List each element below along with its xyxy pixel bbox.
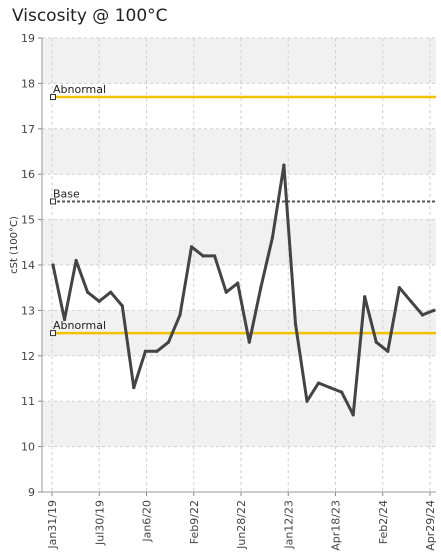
data-point bbox=[420, 313, 425, 317]
x-tick-label: Jan6/20 bbox=[141, 500, 154, 543]
data-point bbox=[201, 254, 205, 258]
data-point bbox=[189, 245, 194, 249]
x-tick-label: Apr18/23 bbox=[330, 500, 343, 551]
plot-band bbox=[42, 128, 436, 175]
data-point bbox=[143, 349, 147, 353]
reference-marker bbox=[50, 94, 56, 101]
data-point bbox=[432, 308, 436, 312]
reference-marker bbox=[50, 198, 56, 205]
reference-marker bbox=[50, 330, 56, 337]
data-point bbox=[386, 349, 390, 353]
data-point bbox=[213, 254, 217, 258]
data-point bbox=[282, 163, 286, 167]
data-point bbox=[351, 413, 355, 417]
data-point bbox=[109, 290, 113, 294]
data-point bbox=[51, 263, 55, 267]
y-tick-label: 11 bbox=[21, 395, 35, 408]
y-tick-label: 12 bbox=[21, 350, 35, 363]
data-point bbox=[293, 322, 298, 326]
plot-band bbox=[42, 401, 436, 447]
reference-label: Abnormal bbox=[53, 83, 106, 96]
plot-band bbox=[42, 219, 436, 265]
data-point bbox=[316, 381, 321, 385]
data-point bbox=[363, 295, 367, 299]
chart-title: Viscosity @ 100°C bbox=[12, 6, 168, 26]
data-point bbox=[97, 299, 101, 303]
data-point bbox=[120, 304, 124, 308]
x-tick-label: Feb2/24 bbox=[377, 500, 390, 544]
data-point bbox=[305, 399, 309, 403]
y-tick-label: 19 bbox=[21, 32, 35, 45]
reference-label: Abnormal bbox=[53, 319, 106, 332]
x-tick-label: Jan12/23 bbox=[282, 500, 295, 550]
data-point bbox=[374, 340, 378, 344]
y-tick-label: 14 bbox=[21, 259, 35, 272]
y-tick-label: 13 bbox=[21, 304, 35, 317]
x-tick-label: Jul30/19 bbox=[93, 500, 106, 546]
data-point bbox=[259, 286, 263, 290]
y-tick-label: 9 bbox=[28, 486, 35, 499]
data-point bbox=[166, 340, 171, 344]
reference-label: Base bbox=[53, 187, 80, 200]
series-line bbox=[51, 163, 436, 417]
y-tick-label: 10 bbox=[21, 441, 35, 454]
x-tick-label: Feb9/22 bbox=[188, 500, 201, 544]
data-point bbox=[178, 313, 182, 317]
data-point bbox=[155, 349, 159, 353]
data-point bbox=[224, 290, 228, 294]
data-point bbox=[397, 286, 401, 290]
x-tick-label: Jun28/22 bbox=[235, 500, 248, 550]
data-point bbox=[74, 258, 78, 263]
plot-band bbox=[42, 38, 436, 84]
y-tick-label: 18 bbox=[21, 77, 35, 90]
data-point bbox=[62, 317, 67, 322]
data-point bbox=[236, 281, 240, 285]
x-tick-label: Apr29/24 bbox=[424, 500, 437, 551]
data-point bbox=[247, 340, 251, 344]
data-point bbox=[132, 385, 136, 390]
data-point bbox=[86, 290, 90, 294]
data-point bbox=[328, 385, 332, 390]
data-point bbox=[409, 299, 413, 303]
data-point bbox=[270, 236, 274, 240]
x-tick-label: Jan31/19 bbox=[46, 500, 59, 550]
y-tick-label: 15 bbox=[21, 214, 35, 227]
y-tick-label: 16 bbox=[21, 168, 35, 181]
y-axis-label: cSt (100°C) bbox=[9, 216, 20, 274]
y-tick-label: 17 bbox=[21, 123, 35, 136]
data-point bbox=[340, 390, 344, 394]
